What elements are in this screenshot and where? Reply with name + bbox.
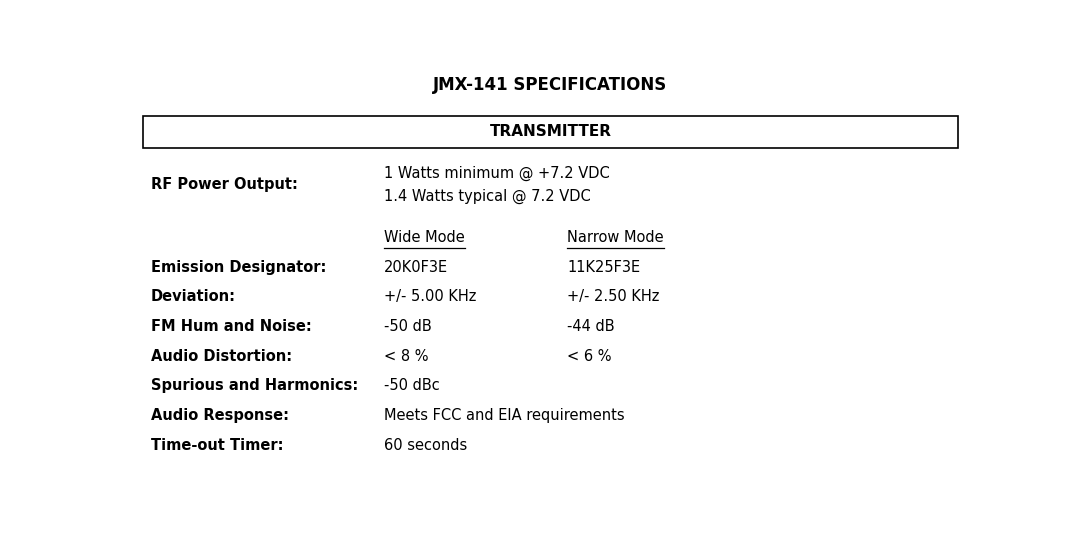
Text: 11K25F3E: 11K25F3E xyxy=(567,260,640,274)
Text: Time-out Timer:: Time-out Timer: xyxy=(150,438,284,453)
Text: Narrow Mode: Narrow Mode xyxy=(567,230,664,245)
Text: Audio Response:: Audio Response: xyxy=(150,408,289,423)
Text: 60 seconds: 60 seconds xyxy=(384,438,467,453)
Text: 20K0F3E: 20K0F3E xyxy=(384,260,448,274)
Text: Emission Designator:: Emission Designator: xyxy=(150,260,326,274)
Text: Deviation:: Deviation: xyxy=(150,289,236,304)
FancyBboxPatch shape xyxy=(143,116,958,147)
Text: 1.4 Watts typical @ 7.2 VDC: 1.4 Watts typical @ 7.2 VDC xyxy=(384,189,591,204)
Text: Meets FCC and EIA requirements: Meets FCC and EIA requirements xyxy=(384,408,625,423)
Text: Audio Distortion:: Audio Distortion: xyxy=(150,349,292,364)
Text: 1 Watts minimum @ +7.2 VDC: 1 Watts minimum @ +7.2 VDC xyxy=(384,166,610,181)
Text: FM Hum and Noise:: FM Hum and Noise: xyxy=(150,319,311,334)
Text: Spurious and Harmonics:: Spurious and Harmonics: xyxy=(150,378,358,393)
Text: -50 dB: -50 dB xyxy=(384,319,432,334)
Text: +/- 2.50 KHz: +/- 2.50 KHz xyxy=(567,289,659,304)
Text: TRANSMITTER: TRANSMITTER xyxy=(490,124,611,139)
Text: -50 dBc: -50 dBc xyxy=(384,378,439,393)
Text: < 6 %: < 6 % xyxy=(567,349,611,364)
Text: < 8 %: < 8 % xyxy=(384,349,429,364)
Text: Wide Mode: Wide Mode xyxy=(384,230,465,245)
Text: RF Power Output:: RF Power Output: xyxy=(150,177,297,192)
Text: JMX-141 SPECIFICATIONS: JMX-141 SPECIFICATIONS xyxy=(433,76,668,94)
Text: +/- 5.00 KHz: +/- 5.00 KHz xyxy=(384,289,477,304)
Text: -44 dB: -44 dB xyxy=(567,319,614,334)
